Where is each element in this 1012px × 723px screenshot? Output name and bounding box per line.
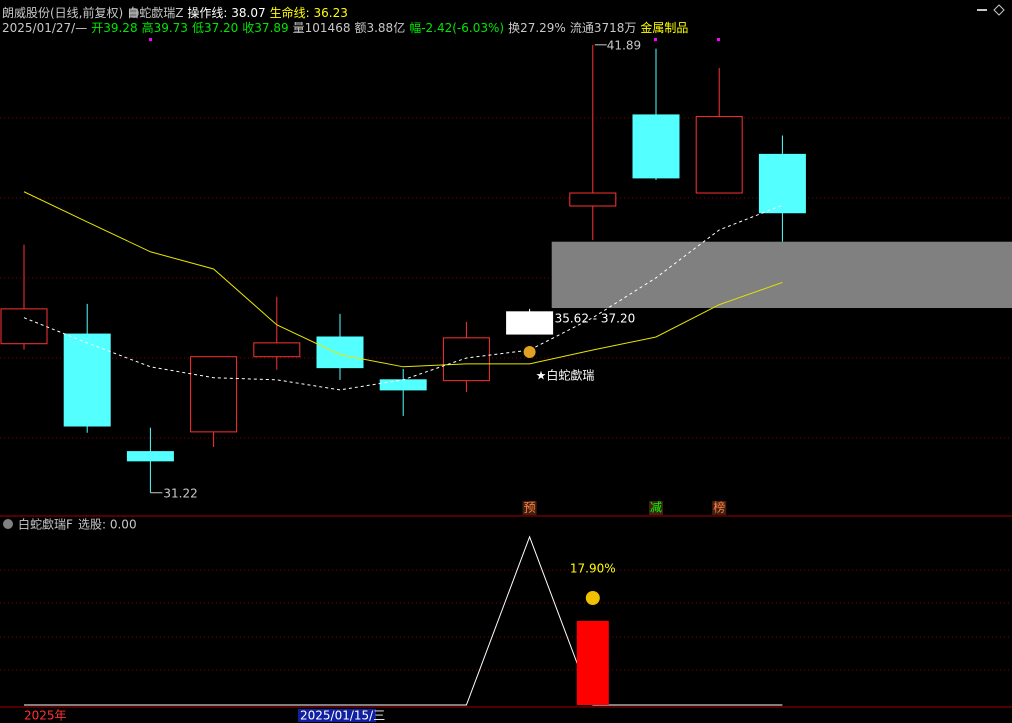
candle-body	[569, 192, 617, 207]
signal-bg	[712, 501, 727, 515]
dropdown-icon[interactable]	[129, 8, 139, 18]
header-field: 开39.28	[91, 21, 138, 35]
header-field: 低37.20	[191, 21, 239, 35]
header-field: 金属制品	[640, 21, 689, 35]
indicator-line	[23, 204, 783, 391]
header-field: 换27.29%	[508, 21, 566, 35]
header-field: 朗威股份(日线,前复权)	[2, 6, 124, 20]
candle-body	[63, 333, 111, 427]
header-field: 高39.73	[141, 21, 188, 35]
signal-bar	[576, 620, 609, 705]
candle-body	[506, 311, 554, 335]
marker-dot	[717, 38, 720, 41]
header-field: 2025/01/27/—	[2, 21, 88, 35]
marker-dot	[654, 38, 657, 41]
signal-label: 减	[650, 501, 662, 515]
indicator-value: 选股: 0.00	[78, 518, 137, 532]
signal-label: 预	[524, 501, 536, 515]
candle-body	[632, 114, 680, 179]
header-field: 幅-2.42(-6.03%)	[409, 21, 505, 35]
candle-body	[0, 308, 48, 345]
price-zone	[551, 241, 1012, 309]
indicator-line	[23, 191, 783, 368]
candle-body	[758, 153, 806, 214]
header-field: 量101468	[292, 21, 351, 35]
candle-body	[190, 356, 238, 433]
low-label: 31.22	[163, 486, 197, 500]
header-field: 流通3718万	[569, 21, 637, 35]
restore-button[interactable]	[993, 4, 1005, 16]
coin-icon	[523, 346, 536, 358]
indicator-title: 白蛇歔瑞F	[18, 517, 73, 532]
star-label: ★白蛇歔瑞	[536, 368, 595, 383]
year-label: 2025年	[24, 709, 67, 723]
frame	[0, 4, 1012, 722]
marker-dot	[149, 38, 152, 41]
percent-label: 17.90%	[570, 562, 616, 576]
header-field: 操作线: 38.07	[187, 6, 266, 20]
signal-bg	[649, 501, 663, 515]
zone-label: 35.62 - 37.20	[555, 312, 636, 326]
candle-body	[253, 342, 301, 358]
high-label: 41.89	[607, 38, 641, 52]
cursor-date: 2025/01/15/三	[300, 709, 385, 723]
signal-line	[24, 535, 783, 706]
header-line-2: 2025/01/27/— 开39.28 高39.73 低37.20 收37.89 量101…	[2, 21, 692, 35]
candle-body	[126, 451, 174, 462]
header-field: 收37.89	[242, 21, 289, 35]
header-line-1: 朗威股份(日线,前复权) 白蛇歔瑞Z 操作线: 38.07 生命线: 36.23	[2, 6, 352, 20]
signal-bg	[522, 501, 537, 515]
header-field: 生命线: 36.23	[269, 6, 348, 20]
cursor-date-bg	[298, 709, 376, 722]
candle-body	[695, 116, 743, 194]
candle-body	[379, 379, 427, 391]
signal-label: 榜	[713, 500, 725, 515]
candle-body	[316, 336, 364, 369]
header-field: 额3.88亿	[354, 21, 406, 35]
smiley-icon	[585, 591, 600, 605]
minimize-button[interactable]	[977, 9, 987, 11]
header-field: 白蛇歔瑞Z	[127, 6, 184, 20]
dropdown-icon[interactable]	[3, 519, 13, 529]
candle-body	[442, 337, 490, 382]
